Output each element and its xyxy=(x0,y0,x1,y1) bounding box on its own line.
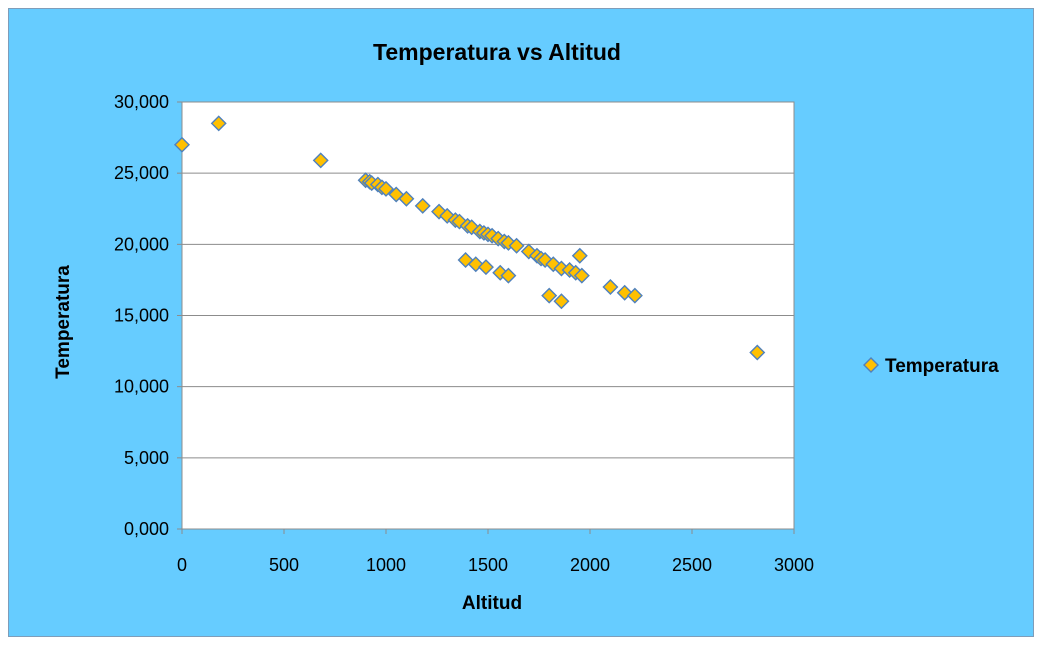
x-tick-label: 500 xyxy=(269,555,299,575)
data-point xyxy=(545,256,562,273)
legend-marker-icon xyxy=(863,357,879,373)
data-point xyxy=(500,267,517,284)
y-axis-title: Temperatura xyxy=(53,265,74,379)
data-point xyxy=(414,197,431,214)
data-point xyxy=(749,344,766,361)
data-point xyxy=(439,207,456,224)
data-point xyxy=(467,256,484,273)
y-tick-label: 5,000 xyxy=(124,448,169,468)
x-tick-label: 1000 xyxy=(366,555,406,575)
legend-label: Temperatura xyxy=(885,356,999,377)
data-points xyxy=(174,115,766,361)
data-point xyxy=(174,136,190,153)
x-axis-title: Altitud xyxy=(462,593,522,614)
y-tick-label: 20,000 xyxy=(114,234,169,254)
data-point xyxy=(477,259,494,276)
y-axis-ticks: 0,000 5,000 10,000 15,000 20,000 25,000 30,000 xyxy=(114,92,169,539)
data-point xyxy=(210,115,227,132)
data-point xyxy=(553,293,570,310)
data-point xyxy=(312,152,329,169)
y-tick-label: 30,000 xyxy=(114,92,169,112)
y-tick-label: 0,000 xyxy=(124,519,169,539)
x-axis-ticks: 0 500 1000 1500 2000 2500 3000 xyxy=(177,555,814,575)
y-tick-label: 10,000 xyxy=(114,377,169,397)
data-point xyxy=(626,287,643,304)
data-point xyxy=(457,252,474,268)
x-tick-label: 3000 xyxy=(774,555,814,575)
chart-title: Temperatura vs Altitud xyxy=(373,39,621,65)
scatter-chart: 0,000 5,000 10,000 15,000 20,000 25,000 30,000… xyxy=(53,39,999,614)
data-point xyxy=(541,287,558,304)
data-point xyxy=(537,252,554,268)
legend: Temperatura xyxy=(863,356,999,377)
x-tick-label: 2000 xyxy=(570,555,610,575)
data-point xyxy=(573,267,590,284)
data-point xyxy=(388,186,405,203)
data-point xyxy=(431,203,448,220)
chart-area: 0,000 5,000 10,000 15,000 20,000 25,000 30,000… xyxy=(8,8,1034,637)
x-tick-label: 0 xyxy=(177,555,187,575)
data-point xyxy=(398,190,415,207)
x-tick-label: 1500 xyxy=(468,555,508,575)
y-tick-label: 15,000 xyxy=(114,306,169,326)
gridlines xyxy=(177,101,795,534)
data-point xyxy=(508,237,525,254)
data-point xyxy=(571,247,588,264)
y-tick-label: 25,000 xyxy=(114,163,169,183)
data-point xyxy=(602,279,619,296)
data-point xyxy=(378,180,394,197)
x-tick-label: 2500 xyxy=(672,555,712,575)
data-point xyxy=(616,284,633,301)
